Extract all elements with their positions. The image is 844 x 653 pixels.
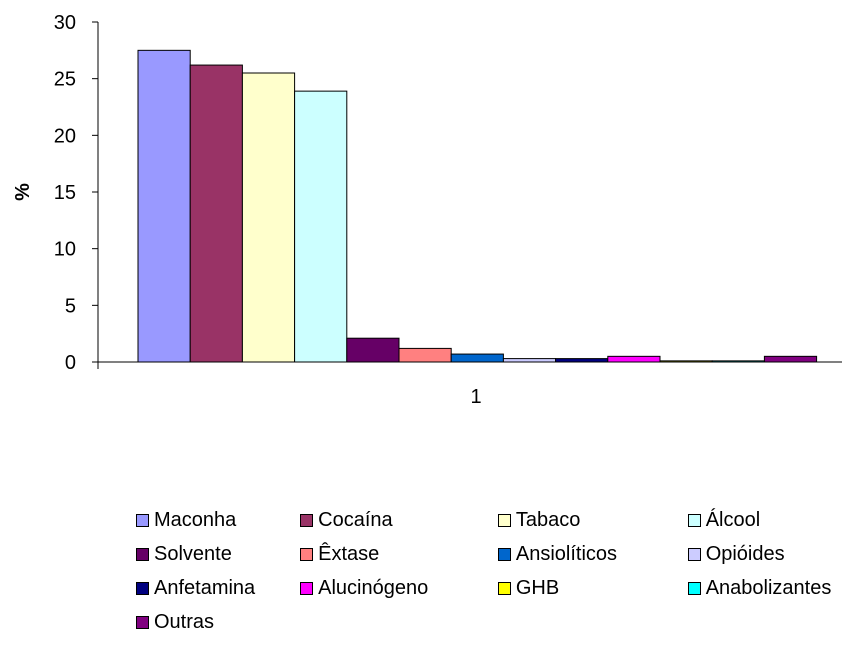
legend-swatch: [136, 581, 149, 595]
legend-swatch: [136, 547, 149, 561]
x-category-label: 1: [470, 386, 481, 408]
legend-row: Solvente Êxtase Ansiolíticos Opióides: [136, 537, 836, 571]
legend-item: Êxtase: [300, 543, 498, 566]
bars-group: [137, 49, 818, 363]
legend-label: GHB: [515, 576, 560, 599]
legend-label: Cocaína: [318, 508, 393, 531]
y-tick-label: 5: [65, 295, 76, 317]
bar-êxtase: [398, 347, 452, 363]
legend-swatch: [136, 513, 149, 527]
legend-swatch: [497, 581, 511, 595]
x-ticks-group: 1: [97, 362, 482, 408]
y-tick-label: 15: [54, 182, 76, 204]
legend-swatch: [300, 513, 314, 527]
legend-swatch: [687, 547, 701, 561]
legend-item: GHB: [497, 576, 688, 600]
bar-outras: [763, 355, 818, 363]
y-axis-label: %: [12, 183, 34, 201]
y-tick-label: 30: [54, 12, 76, 34]
bar-ansiolíticos: [450, 353, 504, 363]
bar-chart: 0 5 10 15 20 25 30 1 %: [12, 12, 842, 408]
y-tick-label: 10: [54, 239, 76, 261]
y-ticks-group: 0 5 10 15 20 25 30: [54, 12, 98, 374]
legend-label: Anabolizantes: [705, 576, 832, 599]
legend-label: Anfetamina: [154, 576, 256, 599]
legend-label: Opióides: [705, 542, 785, 565]
legend-item: Cocaína: [300, 509, 498, 532]
legend-label: Tabaco: [515, 508, 581, 531]
legend-item: Opióides: [687, 542, 836, 566]
legend-item: Outras: [136, 611, 302, 634]
legend-swatch: [497, 513, 511, 527]
legend-row: Maconha Cocaína Tabaco Álcool: [136, 503, 836, 537]
legend-item: Maconha: [136, 509, 300, 532]
legend-swatch: [300, 581, 314, 595]
legend-label: Êxtase: [318, 542, 380, 565]
bar-anfetamina: [555, 358, 609, 363]
y-tick-label: 20: [54, 125, 76, 147]
chart-legend: Maconha Cocaína Tabaco Álcool Solvente Êxtase…: [136, 503, 836, 639]
y-tick-label: 0: [65, 352, 76, 374]
bar-tabaco: [241, 72, 296, 363]
legend-item: Ansiolíticos: [497, 542, 688, 566]
legend-item: Solvente: [136, 543, 300, 566]
legend-swatch: [300, 547, 314, 561]
legend-item: Tabaco: [497, 508, 688, 532]
legend-row: Outras: [136, 605, 836, 639]
bar-solvente: [346, 337, 400, 363]
bar-maconha: [137, 49, 191, 363]
legend-label: Álcool: [705, 508, 761, 531]
y-tick-label: 25: [54, 69, 76, 91]
legend-row: Anfetamina Alucinógeno GHB Anabolizantes: [136, 571, 836, 605]
legend-label: Solvente: [154, 542, 232, 565]
legend-item: Anabolizantes: [687, 576, 836, 600]
bar-cocaína: [189, 64, 243, 363]
bar-alucinógeno: [607, 355, 661, 363]
legend-swatch: [497, 547, 511, 561]
legend-item: Anfetamina: [136, 577, 300, 600]
legend-label: Outras: [154, 610, 215, 633]
legend-swatch: [687, 513, 701, 527]
legend-swatch: [136, 615, 149, 629]
bar-opióides: [502, 358, 557, 363]
legend-label: Maconha: [154, 508, 237, 531]
legend-item: Álcool: [687, 508, 836, 532]
bar-álcool: [294, 90, 348, 363]
legend-item: Alucinógeno: [300, 577, 498, 600]
legend-label: Alucinógeno: [318, 576, 429, 599]
legend-swatch: [687, 581, 701, 595]
legend-label: Ansiolíticos: [515, 542, 618, 565]
